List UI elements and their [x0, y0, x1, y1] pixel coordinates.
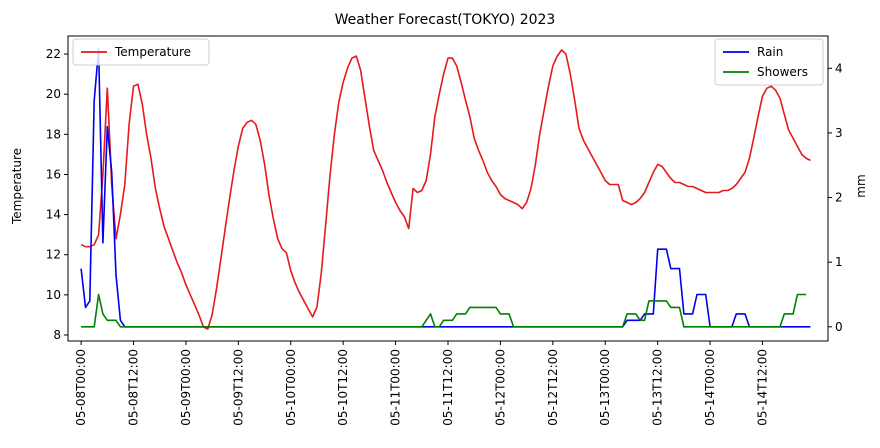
- y-axis-label-right: mm: [854, 174, 868, 197]
- left-tick-label: 22: [46, 47, 61, 61]
- left-tick-label: 10: [46, 288, 61, 302]
- series-line-temperature: [80, 49, 811, 330]
- x-tick-label: 05-13T12:00: [651, 349, 665, 426]
- x-tick-label: 05-08T00:00: [74, 349, 88, 426]
- left-tick-label: 12: [46, 248, 61, 262]
- x-tick-label: 05-09T00:00: [179, 349, 193, 426]
- series-line-rain: [80, 48, 811, 328]
- x-tick-label: 05-10T00:00: [284, 349, 298, 426]
- legend-box: [72, 38, 210, 66]
- legend-label: Showers: [757, 65, 808, 79]
- legend-label: Temperature: [114, 45, 191, 59]
- series-line-showers: [81, 293, 807, 328]
- right-axis: 0 1 2 3 4: [828, 61, 843, 334]
- plot-frame: [67, 35, 829, 342]
- x-tick-label: 05-11T00:00: [389, 349, 403, 426]
- right-tick-label: 2: [835, 191, 843, 205]
- y-axis-label-left: Temperature: [10, 148, 24, 225]
- legend-rain-showers: Rain Showers: [714, 38, 824, 86]
- plot-area-border: [67, 35, 829, 342]
- legend-temperature: Temperature: [72, 38, 210, 66]
- left-tick-label: 18: [46, 127, 61, 141]
- left-tick-label: 14: [46, 208, 61, 222]
- x-tick-label: 05-13T00:00: [598, 349, 612, 426]
- chart-title: Weather Forecast(TOKYO) 2023: [335, 12, 556, 28]
- left-tick-label: 16: [46, 167, 61, 181]
- left-tick-label: 8: [53, 328, 61, 342]
- x-tick-label: 05-14T00:00: [703, 349, 717, 426]
- x-axis: 05-08T00:00 05-08T12:00 05-09T00:00 05-09T1…: [74, 341, 770, 426]
- x-tick-label: 05-14T12:00: [756, 349, 770, 426]
- series-layer: [80, 48, 811, 330]
- right-tick-label: 3: [835, 126, 843, 140]
- x-tick-label: 05-09T12:00: [231, 349, 245, 426]
- x-tick-label: 05-12T00:00: [493, 349, 507, 426]
- right-tick-label: 4: [835, 61, 843, 75]
- x-tick-label: 05-11T12:00: [441, 349, 455, 426]
- right-tick-label: 1: [835, 255, 843, 269]
- legend-box: [714, 38, 824, 86]
- x-tick-label: 05-08T12:00: [127, 349, 141, 426]
- x-tick-label: 05-10T12:00: [336, 349, 350, 426]
- left-axis: 8 10 12 14 16 18 20 22: [46, 47, 68, 342]
- left-tick-label: 20: [46, 87, 61, 101]
- legend-label: Rain: [757, 45, 783, 59]
- right-tick-label: 0: [835, 320, 843, 334]
- x-tick-label: 05-12T12:00: [546, 349, 560, 426]
